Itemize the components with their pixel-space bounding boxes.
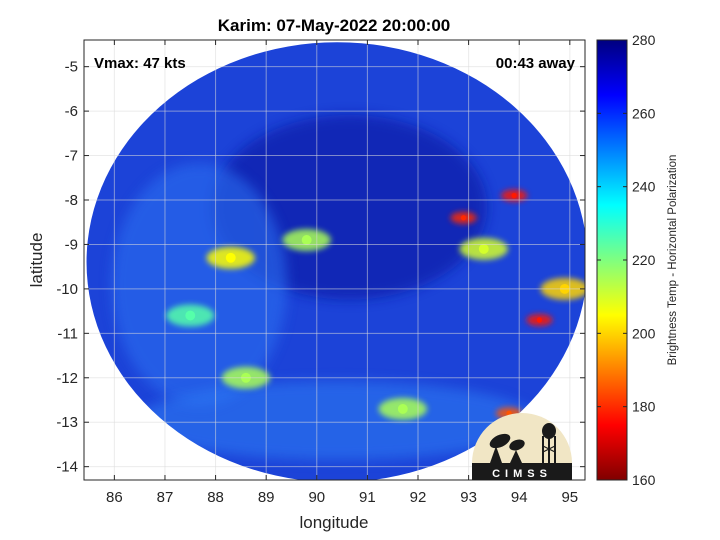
cbar-tick-label-5: 180 <box>632 399 656 415</box>
grid-lines <box>84 40 585 480</box>
x-tick-label-0: 86 <box>106 489 123 506</box>
feature-core-9 <box>478 243 489 254</box>
colorbar-gradient <box>596 39 628 481</box>
y-tick-label-8: -13 <box>56 414 78 431</box>
y-tick-label-6: -11 <box>57 325 78 342</box>
y-tick-label-7: -12 <box>56 370 78 387</box>
time-offset-annotation: 00:43 away <box>496 55 576 72</box>
texture-south <box>136 381 538 461</box>
y-tick-label-1: -6 <box>65 103 78 120</box>
logo-band <box>472 463 572 480</box>
y-tick-label-2: -7 <box>65 148 78 165</box>
x-axis-ticks: 86 87 88 89 90 91 92 93 94 95 <box>106 40 578 506</box>
x-tick-label-6: 92 <box>410 489 427 506</box>
y-axis-label: latitude <box>27 233 46 288</box>
colorbar-ticks: 280 260 240 220 200 180 160 <box>597 32 656 488</box>
cbar-tick-label-3: 220 <box>632 252 656 268</box>
x-tick-label-1: 87 <box>157 489 174 506</box>
chart-title: Karim: 07-May-2022 20:00:00 <box>218 16 450 35</box>
satellite-dish-icon <box>489 433 525 463</box>
y-tick-label-0: -5 <box>65 59 78 76</box>
x-tick-label-3: 89 <box>258 489 275 506</box>
plot-frame <box>83 39 586 481</box>
x-axis-label: longitude <box>299 513 368 532</box>
cimss-logo: CIMSS <box>472 413 572 480</box>
x-tick-label-5: 91 <box>359 489 376 506</box>
x-tick-label-7: 93 <box>460 489 477 506</box>
x-tick-label-9: 95 <box>561 489 578 506</box>
y-tick-label-4: -9 <box>65 236 78 253</box>
cbar-tick-label-6: 160 <box>632 472 656 488</box>
feature-core-4 <box>397 403 408 414</box>
vmax-annotation: Vmax: 47 kts <box>94 55 186 72</box>
colorbar: 280 260 240 220 200 180 160 Brightness Temp - … <box>596 32 679 488</box>
cbar-tick-label-2: 240 <box>632 179 656 195</box>
y-tick-label-9: -14 <box>56 459 78 476</box>
feature-core-1 <box>301 235 312 245</box>
texture-west <box>111 163 287 406</box>
logo-text: CIMSS <box>492 468 552 480</box>
y-axis-ticks: -5 -6 -7 -8 -9 -10 -11 -12 -13 -14 <box>56 59 585 476</box>
feature-core-8 <box>460 215 467 221</box>
feature-core-6 <box>536 317 543 323</box>
y-tick-label-5: -10 <box>56 281 78 298</box>
water-tower-icon <box>542 423 556 463</box>
colorbar-label: Brightness Temp - Horizontal Polarizatio… <box>667 155 679 366</box>
cbar-tick-label-1: 260 <box>632 105 656 121</box>
feature-core-7 <box>511 192 517 199</box>
feature-core-2 <box>185 310 196 321</box>
feature-core-0 <box>225 252 236 263</box>
x-tick-label-2: 88 <box>207 489 224 506</box>
x-tick-label-8: 94 <box>511 489 528 506</box>
y-tick-label-3: -8 <box>65 192 78 209</box>
x-tick-label-4: 90 <box>308 489 325 506</box>
cbar-tick-label-0: 280 <box>632 32 656 48</box>
cbar-tick-label-4: 200 <box>632 325 656 341</box>
